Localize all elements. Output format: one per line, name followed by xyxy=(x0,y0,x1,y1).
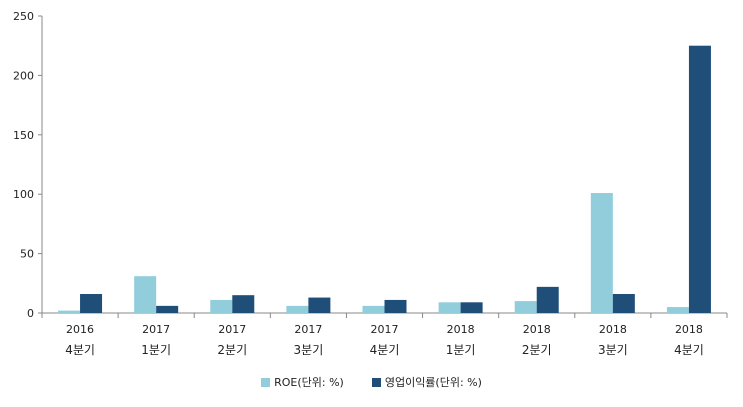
x-tick-label-year: 2018 xyxy=(523,323,551,336)
x-tick-label-quarter: 4분기 xyxy=(370,343,400,357)
legend-swatch-operating-margin xyxy=(371,377,381,387)
x-tick-label-year: 2017 xyxy=(218,323,246,336)
x-tick-label-quarter: 4분기 xyxy=(65,343,95,357)
bar-roe xyxy=(666,307,689,313)
bar-operating-margin xyxy=(612,293,635,313)
y-tick-label: 50 xyxy=(20,248,34,261)
x-tick-label-quarter: 1분기 xyxy=(141,343,171,357)
y-tick-label: 100 xyxy=(13,188,34,201)
legend-item-roe: ROE(단위: %) xyxy=(261,374,344,390)
bar-roe xyxy=(514,301,537,313)
x-tick-label-year: 2018 xyxy=(599,323,627,336)
y-tick-label: 250 xyxy=(13,10,34,23)
bar-roe xyxy=(134,276,157,313)
legend-item-operating-margin: 영업이익률(단위: %) xyxy=(371,374,482,390)
bar-operating-margin xyxy=(156,305,179,313)
x-tick-label-quarter: 1분기 xyxy=(446,343,476,357)
y-tick-label: 200 xyxy=(13,69,34,82)
bar-operating-margin xyxy=(688,45,711,313)
legend: ROE(단위: %) 영업이익률(단위: %) xyxy=(0,374,743,390)
bar-roe xyxy=(590,193,613,313)
y-tick-label: 150 xyxy=(13,129,34,142)
x-tick-label-quarter: 4분기 xyxy=(674,343,704,357)
bar-roe xyxy=(58,310,81,313)
bar-operating-margin xyxy=(536,286,559,313)
x-tick-label-quarter: 2분기 xyxy=(522,343,552,357)
x-tick-label-year: 2017 xyxy=(142,323,170,336)
x-tick-label-year: 2017 xyxy=(294,323,322,336)
x-tick-label-year: 2017 xyxy=(371,323,399,336)
legend-label-roe: ROE(단위: %) xyxy=(274,376,344,389)
bar-roe xyxy=(210,299,233,313)
legend-label-operating-margin: 영업이익률(단위: %) xyxy=(384,376,482,389)
x-tick-label-year: 2018 xyxy=(675,323,703,336)
x-tick-label-quarter: 3분기 xyxy=(294,343,324,357)
bar-operating-margin xyxy=(384,299,407,313)
bar-roe xyxy=(438,302,461,313)
x-tick-label-year: 2016 xyxy=(66,323,94,336)
bar-roe xyxy=(362,305,385,313)
bar-roe xyxy=(286,305,309,313)
x-tick-label-quarter: 3분기 xyxy=(598,343,628,357)
y-tick-label: 0 xyxy=(27,307,34,320)
x-tick-label-year: 2018 xyxy=(447,323,475,336)
bar-operating-margin xyxy=(308,297,331,313)
x-tick-label-quarter: 2분기 xyxy=(217,343,247,357)
legend-swatch-roe xyxy=(261,377,271,387)
bar-operating-margin xyxy=(460,302,483,313)
bar-operating-margin xyxy=(80,293,103,313)
bar-operating-margin xyxy=(232,295,255,313)
